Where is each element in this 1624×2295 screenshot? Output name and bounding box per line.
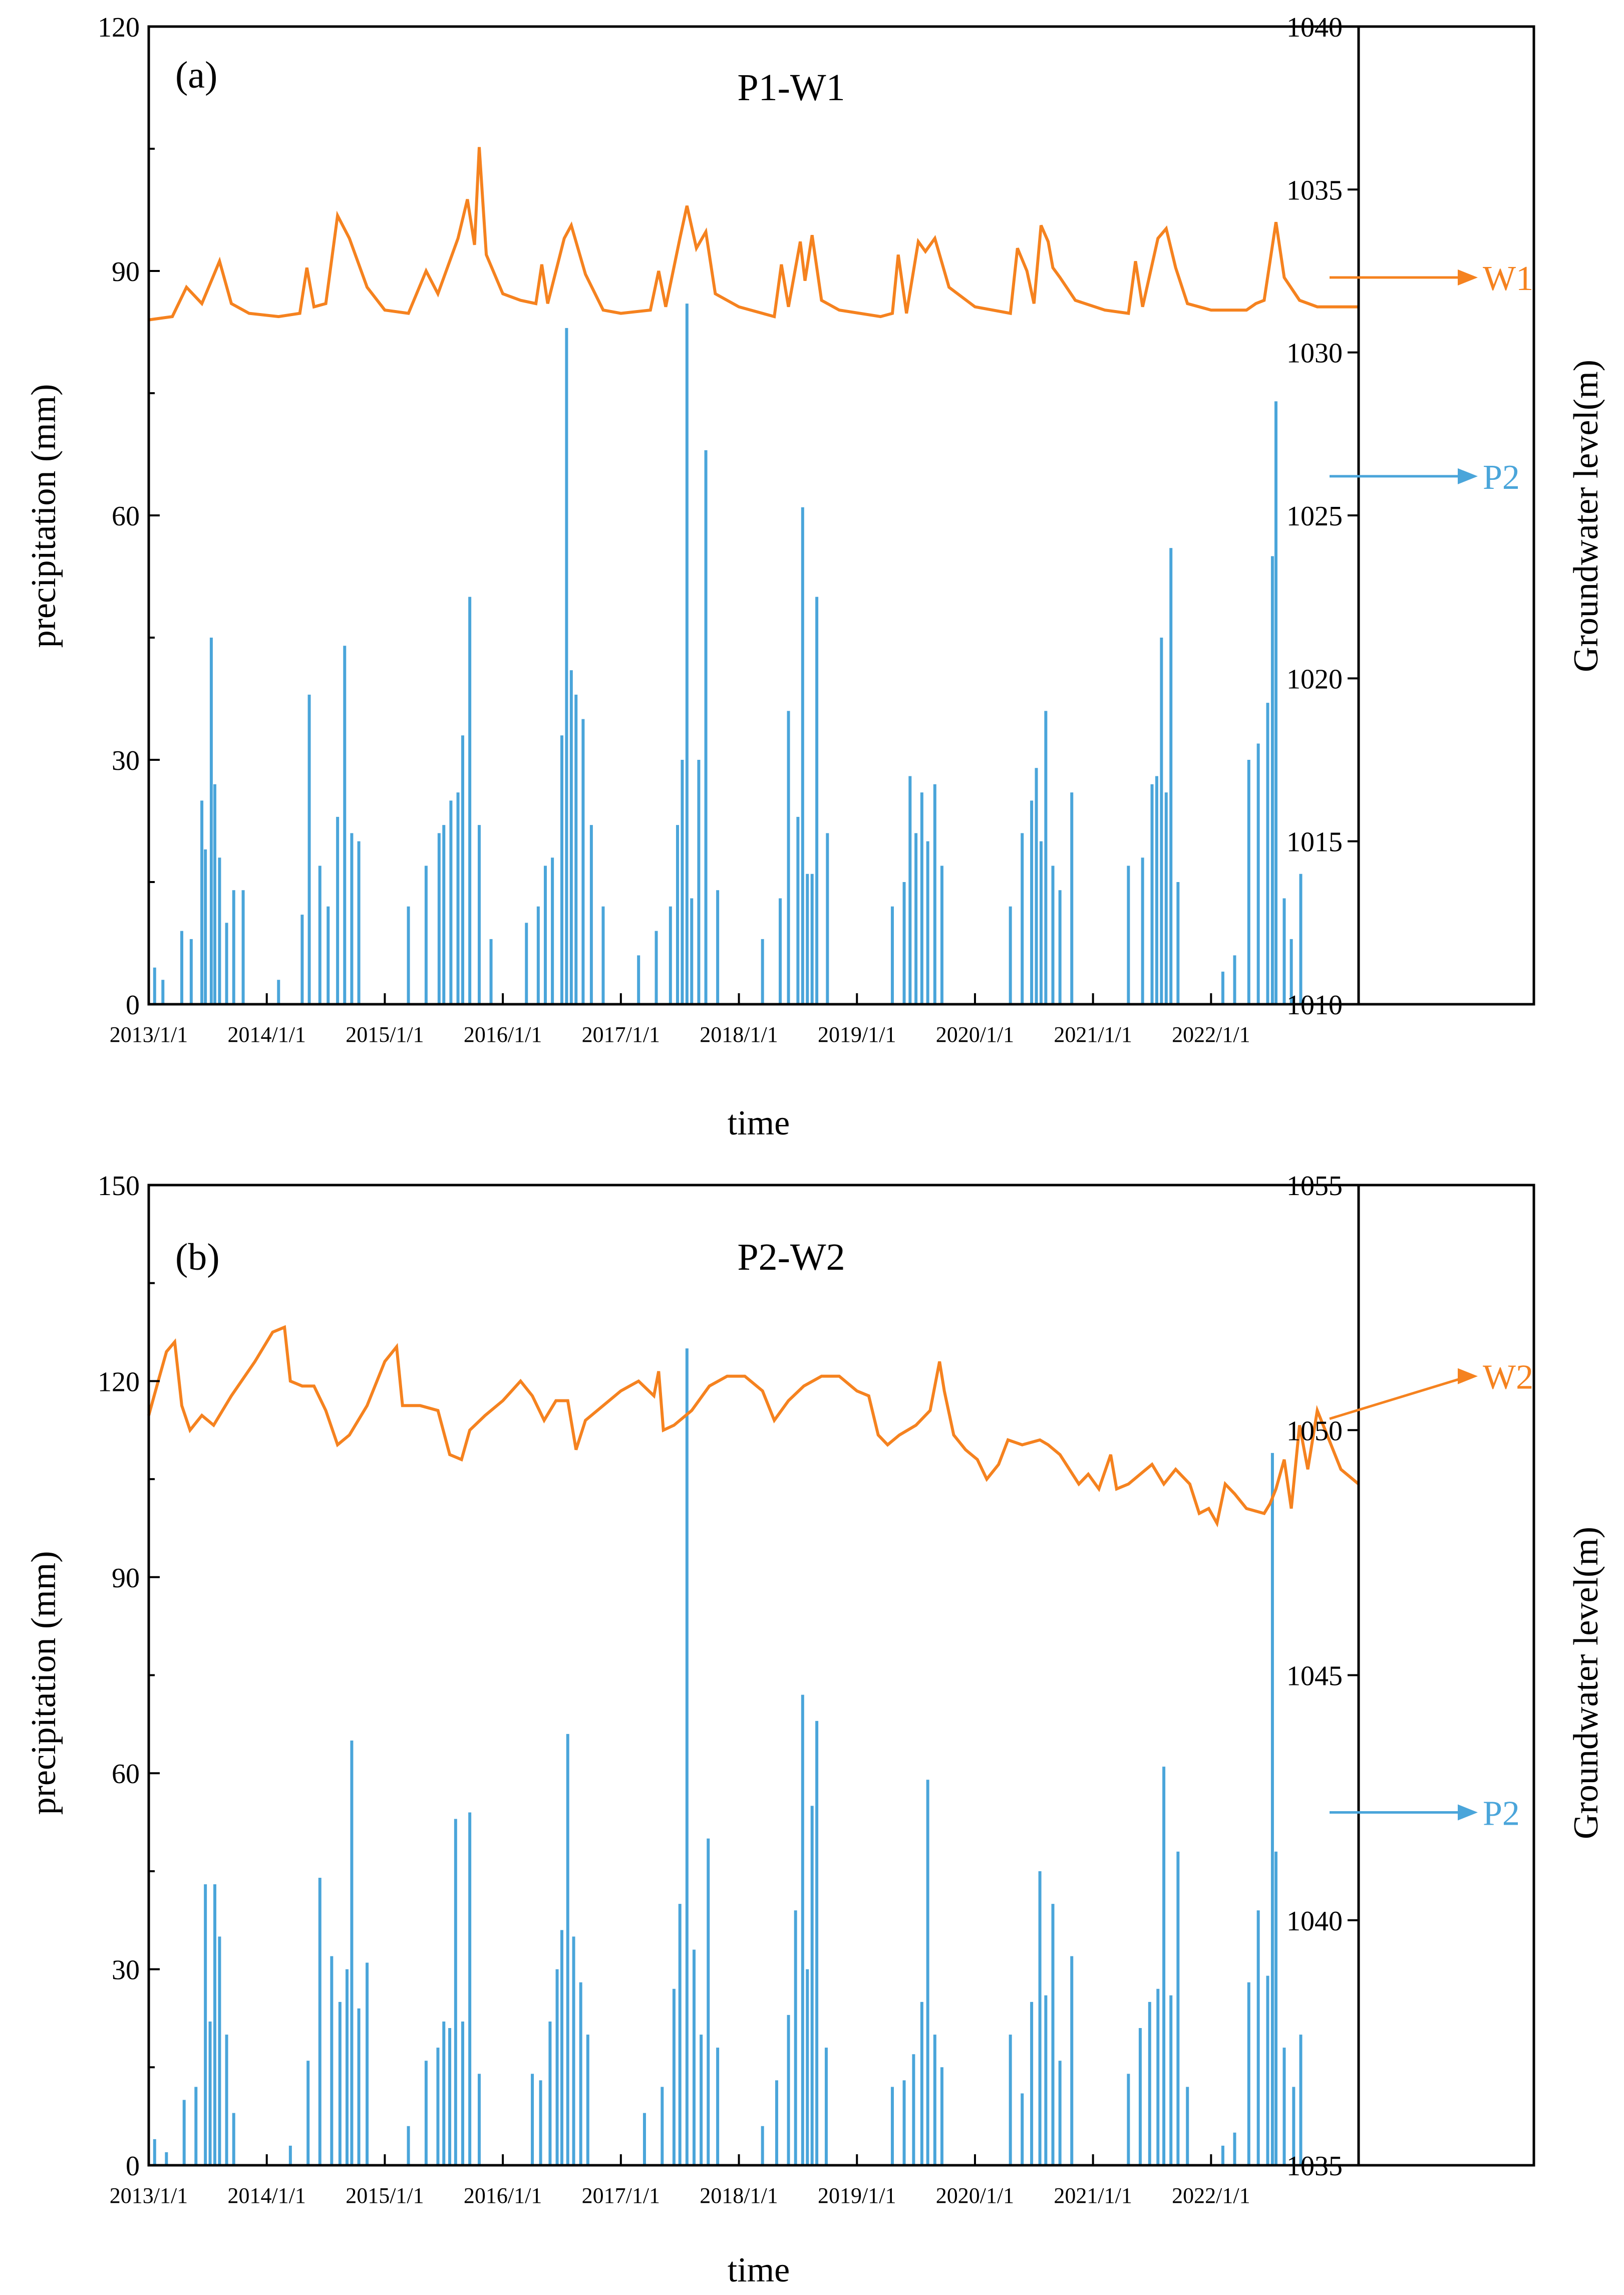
x-tick-label: 2016/1/1 [464,1022,542,1047]
x-tick-label: 2020/1/1 [936,2183,1014,2208]
y-tick-label-right: 1010 [1286,990,1343,1021]
y-tick-label-left: 30 [112,745,140,776]
x-tick-label: 2013/1/1 [110,1022,188,1047]
legend-label: W1 [1483,259,1533,298]
groundwater-line-w1 [148,147,1359,322]
y-tick-label-right: 1030 [1286,338,1343,369]
panel-label: (a) [175,54,217,96]
y-tick-label-right: 1040 [1286,12,1343,43]
x-axis-title: time [728,1104,790,1142]
y-axis-title-left: precipitation (mm) [25,384,63,648]
x-tick-label: 2019/1/1 [818,1022,896,1047]
x-tick-label: 2017/1/1 [582,2183,660,2208]
legend: W2 P2 [1329,1358,1533,1833]
y-tick-label-right: 1035 [1286,2151,1343,2182]
y-axis-title-left: precipitation (mm) [25,1551,63,1815]
precipitation-bars [153,304,1303,1004]
legend-arrow-line [1329,1375,1469,1420]
panel-label: (b) [175,1236,220,1278]
y-axis-title-right: Groundwater level(m) [1567,360,1605,672]
y-tick-label-left: 0 [126,990,140,1021]
legend-arrowhead [1458,269,1478,286]
legend-arrowhead [1458,1804,1478,1821]
axes: 0 30 60 90 120 150 1035 1040 1045 1050 1055 2013/1/… [98,1171,1535,2208]
y-tick-label-left: 60 [112,1759,140,1790]
y-tick-label-right: 1040 [1286,1906,1343,1937]
y-tick-label-left: 60 [112,501,140,532]
y-tick-label-left: 0 [126,2151,140,2182]
legend-label: P2 [1483,458,1520,497]
x-tick-label: 2022/1/1 [1172,2183,1250,2208]
chart-title: P1-W1 [737,67,845,109]
y-tick-label-right: 1050 [1286,1415,1343,1447]
y-tick-label-left: 120 [98,12,140,43]
y-tick-label-right: 1055 [1286,1171,1343,1202]
legend-label: W2 [1483,1358,1533,1397]
y-tick-label-left: 150 [98,1171,140,1202]
x-tick-label: 2021/1/1 [1054,1022,1132,1047]
y-axis-title-right: Groundwater level(m) [1567,1527,1605,1839]
legend-arrowhead [1458,468,1478,484]
axes: 0 30 60 90 120 1010 1015 1020 1025 1030 1035 1040 20… [98,12,1535,1047]
x-tick-label: 2015/1/1 [346,1022,424,1047]
x-tick-label: 2019/1/1 [818,2183,896,2208]
y-tick-label-right: 1045 [1286,1661,1343,1692]
y-tick-label-right: 1035 [1286,175,1343,206]
plot-frame [147,25,1360,1006]
legend-label: P2 [1483,1794,1520,1833]
right-axis-box [1357,1184,1535,2167]
x-tick-label: 2015/1/1 [346,2183,424,2208]
legend: W1 P2 [1330,259,1533,497]
x-tick-label: 2021/1/1 [1054,2183,1132,2208]
x-tick-label: 2016/1/1 [464,2183,542,2208]
x-tick-label: 2014/1/1 [227,2183,305,2208]
y-tick-label-left: 30 [112,1955,140,1986]
x-tick-label: 2022/1/1 [1172,1022,1250,1047]
panel-a: 0 30 60 90 120 1010 1015 1020 1025 1030 1035 1040 20… [25,12,1605,1142]
chart-title: P2-W2 [737,1236,845,1278]
y-tick-label-right: 1025 [1286,501,1343,532]
legend-arrowhead [1458,1368,1478,1384]
x-tick-label: 2020/1/1 [936,1022,1014,1047]
x-tick-label: 2018/1/1 [700,1022,778,1047]
y-tick-label-right: 1020 [1286,664,1343,695]
x-tick-label: 2013/1/1 [110,2183,188,2208]
x-tick-label: 2017/1/1 [582,1022,660,1047]
right-axis-box [1357,25,1535,1006]
y-tick-label-left: 90 [112,1563,140,1594]
panel-b: 0 30 60 90 120 150 1035 1040 1045 1050 1055 2013/1/… [25,1171,1605,2289]
y-tick-label-left: 120 [98,1366,140,1397]
y-tick-label-left: 90 [112,256,140,288]
x-axis-title: time [728,2251,790,2289]
x-tick-label: 2014/1/1 [227,1022,305,1047]
precipitation-bars [153,1348,1303,2165]
groundwater-line-w2 [147,1325,1360,1528]
x-tick-label: 2018/1/1 [700,2183,778,2208]
y-tick-label-right: 1015 [1286,827,1343,858]
